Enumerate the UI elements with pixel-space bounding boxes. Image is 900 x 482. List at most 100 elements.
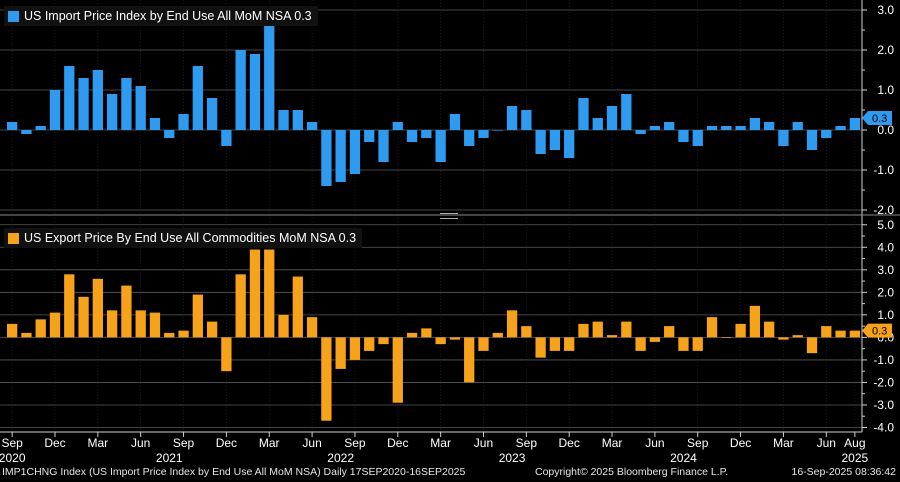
export-bar — [278, 314, 289, 338]
import-bar — [235, 50, 246, 130]
export-bar — [492, 332, 503, 338]
import-bar — [435, 130, 446, 162]
import-bar — [78, 78, 89, 130]
export-bar — [549, 337, 561, 351]
x-month-label: Jun — [645, 436, 664, 450]
export-bar — [449, 337, 461, 340]
import-bar — [121, 78, 132, 130]
export-bar — [164, 332, 175, 338]
export-bar — [692, 337, 703, 351]
export-bars — [6, 249, 861, 421]
import-bar — [721, 126, 732, 130]
x-month-label: Sep — [344, 436, 366, 450]
x-month-label: Sep — [1, 436, 23, 450]
export-bar — [35, 319, 46, 338]
export-bar — [778, 337, 789, 340]
x-year-label: 2021 — [156, 451, 183, 465]
import-bar — [421, 130, 432, 138]
import-bar — [49, 90, 61, 130]
import-bar — [206, 98, 218, 130]
import-bar — [521, 110, 532, 130]
import-bar — [549, 130, 561, 150]
export-bar — [706, 317, 718, 338]
import-bar — [735, 126, 746, 130]
export-bar — [835, 330, 846, 338]
export-bar — [121, 285, 132, 338]
x-axis: Sep Dec Mar Jun Sep Dec Mar Jun Sep Dec Mar Jun Sep D… — [0, 432, 869, 465]
x-month-label: Dec — [730, 436, 751, 450]
x-year-label: 2023 — [499, 451, 526, 465]
export-bar — [849, 330, 861, 338]
chart-frame — [0, 0, 900, 433]
import-bar — [492, 130, 503, 131]
footer-timestamp: 16-Sep-2025 08:36:42 — [791, 466, 896, 478]
import-bar — [349, 130, 361, 174]
export-y-tick-label: -4.0 — [873, 420, 894, 434]
export-bar — [806, 337, 818, 354]
export-bar — [664, 326, 675, 338]
import-bar — [835, 126, 846, 130]
import-bar — [335, 130, 346, 182]
export-y-tick-label: 1.0 — [877, 308, 894, 322]
x-month-label: Mar — [88, 436, 109, 450]
import-y-tick-label: -2.0 — [873, 203, 894, 217]
export-legend-label: US Export Price By End Use All Commoditi… — [24, 231, 357, 245]
export-bar — [764, 321, 775, 338]
x-month-label: Sep — [516, 436, 538, 450]
export-bar — [221, 337, 232, 372]
import-bar — [464, 130, 475, 146]
export-bar — [378, 337, 389, 345]
x-month-label: Mar — [259, 436, 280, 450]
import-bar — [692, 130, 703, 146]
import-bar — [392, 122, 403, 130]
import-bar — [564, 130, 575, 158]
export-bar — [306, 317, 318, 338]
import-bar — [678, 130, 689, 142]
export-bar — [235, 274, 246, 338]
x-month-label: Dec — [387, 436, 408, 450]
export-bar — [6, 323, 18, 338]
import-bar — [592, 118, 603, 130]
import-y-tick-label: 2.0 — [877, 43, 894, 57]
export-bar — [178, 330, 189, 338]
export-y-tick-label: -3.0 — [873, 398, 894, 412]
import-bar — [264, 14, 275, 130]
x-month-label: Mar — [430, 436, 451, 450]
import-bar — [92, 70, 103, 130]
x-month-label: Jun — [131, 436, 150, 450]
export-bar — [564, 337, 575, 351]
import-bars — [6, 14, 861, 186]
export-bar — [149, 312, 161, 338]
import-y-tick-label: 3.0 — [877, 3, 894, 17]
export-bar — [735, 323, 746, 338]
export-y-tick-label: 5.0 — [877, 218, 894, 232]
import-bar — [192, 66, 203, 130]
import-bar — [578, 98, 589, 130]
export-bar — [392, 337, 403, 403]
import-bar — [449, 114, 461, 130]
x-month-label: Dec — [559, 436, 580, 450]
export-bar — [135, 310, 146, 338]
import-legend[interactable]: US Import Price Index by End Use All MoM… — [4, 6, 318, 26]
import-bar — [64, 66, 75, 130]
export-legend[interactable]: US Export Price By End Use All Commoditi… — [4, 228, 363, 248]
import-y-tick-label: 1.0 — [877, 83, 894, 97]
x-year-label: 2020 — [0, 451, 26, 465]
export-bar — [78, 296, 89, 338]
x-year-label: 2025 — [842, 451, 869, 465]
panel-resize-handle[interactable] — [440, 213, 458, 219]
export-bar — [749, 305, 761, 338]
import-bar — [792, 122, 803, 130]
x-month-label: Aug — [844, 436, 865, 450]
import-bar — [321, 130, 332, 186]
x-month-label: Jun — [817, 436, 836, 450]
x-year-label: 2024 — [670, 451, 697, 465]
import-bar — [364, 130, 375, 142]
export-bar — [592, 321, 603, 338]
export-bar — [64, 274, 75, 338]
import-bar — [635, 130, 646, 134]
import-last-value-label: 0.3 — [872, 113, 887, 125]
export-bar — [264, 249, 275, 338]
import-bar — [478, 130, 489, 138]
